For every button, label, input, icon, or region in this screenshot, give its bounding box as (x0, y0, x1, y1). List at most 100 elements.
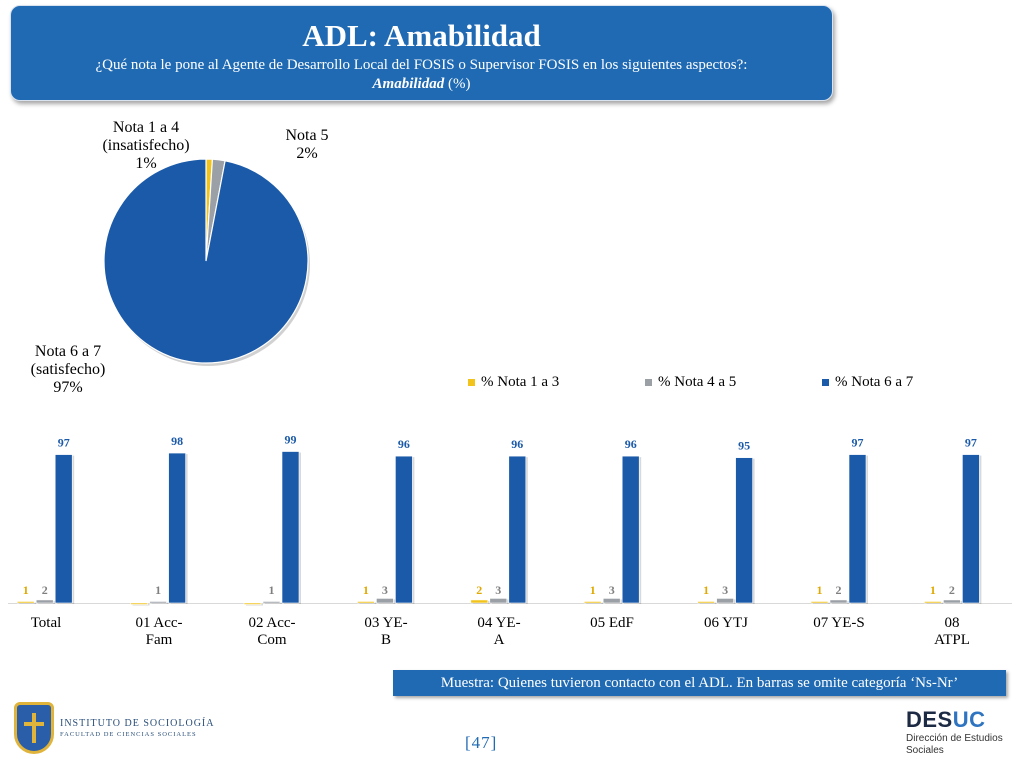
desuc-wordmark-b: UC (952, 707, 986, 732)
unit-label: (%) (447, 76, 471, 92)
bar-3-6 (621, 455, 640, 604)
x-tick-label-01: 01 Acc- Fam (119, 615, 199, 649)
bar-1-5 (470, 599, 489, 604)
legend-label-nota-1-3: % Nota 1 a 3 (481, 374, 560, 390)
bar-1-6 (583, 601, 602, 604)
data-label-2-2: 1 (155, 583, 161, 597)
bar-2-9 (943, 599, 961, 604)
page-title: ADL: Amabilidad (302, 18, 541, 53)
question-aspect: Amabilidad (%) (11, 75, 832, 94)
bar-3-4 (395, 455, 413, 604)
x-tick-line: 05 EdF (590, 615, 634, 631)
x-tick-label-07: 07 YE-S (799, 615, 879, 632)
pie-label-slice-1-line2: (insatisfecho) (102, 137, 190, 154)
pie-chart (103, 158, 310, 366)
data-label-1-8: 1 (817, 583, 823, 597)
data-label-3-3: 99 (285, 433, 297, 447)
pie-label-slice-2: Nota 5 2% (270, 127, 344, 163)
survey-question: ¿Qué nota le pone al Agente de Desarroll… (95, 57, 748, 73)
x-tick-line: A (493, 632, 505, 648)
university-seal-icon (14, 702, 54, 754)
pie-slice-3 (103, 158, 309, 364)
pie-label-slice-1-value: 1% (135, 155, 157, 172)
institute-name: INSTITUTO DE SOCIOLOGÍA (60, 718, 215, 729)
legend-label-nota-6-7: % Nota 6 a 7 (835, 374, 914, 390)
faculty-name: FACULTAD DE CIENCIAS SOCIALES (60, 731, 197, 738)
legend-item-nota-1-3: % Nota 1 a 3 (468, 374, 559, 391)
pie-label-slice-1-line1: Nota 1 a 4 (112, 119, 180, 136)
bar-2-3 (262, 601, 281, 604)
page-number: [47] (465, 733, 498, 752)
bar-2-8 (829, 599, 848, 604)
institute-logo: INSTITUTO DE SOCIOLOGÍA FACULTAD DE CIEN… (14, 702, 214, 754)
pie-label-slice-3-value: 97% (53, 379, 83, 396)
bar-1-8 (810, 601, 829, 604)
bar-3-9 (962, 454, 980, 604)
bar-3-1 (54, 454, 73, 604)
legend-item-nota-6-7: % Nota 6 a 7 (822, 374, 913, 391)
bar-3-8 (848, 454, 867, 604)
sample-note: Muestra: Quienes tuvieron contacto con e… (393, 670, 1006, 696)
data-label-2-8: 2 (836, 583, 842, 597)
data-label-3-9: 97 (965, 436, 977, 450)
data-label-1-7: 1 (703, 583, 709, 597)
bar-1-2 (130, 602, 148, 605)
title-banner: ADL: Amabilidad ¿Qué nota le pone al Age… (10, 5, 833, 101)
desuc-wordmark-a: DES (906, 707, 953, 732)
x-tick-line: 03 YE- (364, 615, 408, 631)
bar-3-7 (735, 457, 753, 604)
data-label-2-9: 2 (949, 583, 955, 597)
x-tick-line: B (380, 632, 391, 648)
pie-label-slice-3: Nota 6 a 7 (satisfecho) 97% (18, 343, 118, 397)
bar-3-3 (281, 451, 300, 604)
data-label-3-7: 95 (738, 439, 750, 453)
desuc-logo: DESUC Dirección de Estudios Sociales (906, 707, 1003, 757)
desuc-subtitle-2: Sociales (906, 745, 944, 756)
institute-text: INSTITUTO DE SOCIOLOGÍA FACULTAD DE CIEN… (60, 718, 214, 738)
desuc-subtitle-1: Dirección de Estudios (906, 733, 1003, 744)
pie-label-slice-2-value: 2% (296, 145, 318, 162)
legend-swatch-nota-6-7 (822, 379, 829, 386)
pie-label-slice-1: Nota 1 a 4 (insatisfecho) 1% (86, 119, 206, 173)
seal-crossbar-icon (24, 722, 44, 726)
bar-1-4 (357, 601, 375, 604)
bar-1-7 (697, 601, 715, 604)
legend-label-nota-4-5: % Nota 4 a 5 (658, 374, 737, 390)
x-tick-line: 07 YE-S (813, 615, 865, 631)
aspect-name: Amabilidad (372, 76, 445, 92)
bar-2-5 (489, 598, 508, 604)
legend-swatch-nota-1-3 (468, 379, 475, 386)
x-tick-line: 06 YTJ (703, 615, 749, 631)
desuc-wordmark: DESUC (906, 707, 1003, 733)
data-label-2-1: 2 (42, 583, 48, 597)
x-tick-line: Total (30, 615, 62, 631)
bar-1-1 (16, 601, 35, 604)
data-label-3-1: 97 (58, 436, 70, 450)
data-label-2-5: 3 (495, 583, 501, 597)
pie-label-slice-3-line1: Nota 6 a 7 (34, 343, 102, 360)
data-label-2-4: 3 (382, 583, 388, 597)
x-tick-label-total: Total (6, 615, 86, 632)
legend-swatch-nota-4-5 (645, 379, 652, 386)
bar-2-7 (716, 598, 734, 604)
x-tick-label-04: 04 YE- A (459, 615, 539, 649)
data-label-1-9: 1 (930, 583, 936, 597)
x-tick-line: 01 Acc- (135, 615, 183, 631)
x-tick-label-08: 08 ATPL (912, 615, 992, 649)
data-label-3-5: 96 (511, 437, 523, 451)
x-tick-line: ATPL (934, 632, 970, 648)
seal-cross-icon (32, 713, 36, 743)
bar-2-6 (602, 598, 621, 604)
bar-1-9 (924, 601, 942, 604)
bar-1-3 (243, 602, 262, 605)
pie-label-slice-2-line1: Nota 5 (285, 127, 329, 144)
data-label-2-6: 3 (609, 583, 615, 597)
x-tick-label-05: 05 EdF (572, 615, 652, 632)
bar-2-1 (35, 599, 54, 604)
bar-2-2 (149, 601, 167, 604)
data-label-1-5: 2 (476, 583, 482, 597)
data-label-2-7: 3 (722, 583, 728, 597)
x-tick-label-03: 03 YE- B (346, 615, 426, 649)
